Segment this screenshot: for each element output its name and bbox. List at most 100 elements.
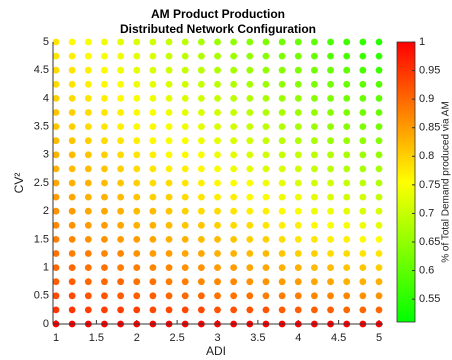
point bbox=[375, 278, 383, 286]
point bbox=[84, 278, 92, 286]
point bbox=[52, 151, 60, 159]
point bbox=[230, 179, 238, 187]
point bbox=[165, 95, 173, 102]
point bbox=[359, 306, 367, 314]
point bbox=[84, 306, 92, 314]
point bbox=[230, 221, 238, 229]
point bbox=[214, 236, 221, 243]
point bbox=[52, 109, 60, 116]
point bbox=[311, 306, 318, 314]
colorbar-tick-label: 0.8 bbox=[419, 150, 434, 162]
point bbox=[133, 292, 141, 300]
point bbox=[230, 292, 238, 300]
point bbox=[181, 221, 189, 229]
point bbox=[181, 80, 189, 88]
point bbox=[311, 123, 318, 130]
y-tick-label: 5 bbox=[43, 36, 49, 48]
point bbox=[359, 137, 367, 145]
point bbox=[165, 137, 173, 145]
point bbox=[359, 123, 367, 130]
y-tick-label: 4.5 bbox=[34, 64, 49, 76]
point bbox=[278, 109, 286, 116]
point bbox=[133, 80, 141, 88]
point bbox=[165, 52, 173, 60]
point bbox=[181, 236, 189, 243]
colorbar-label: % of Total Demand produced via AM bbox=[441, 101, 452, 263]
point bbox=[359, 165, 367, 173]
point bbox=[343, 236, 351, 243]
point bbox=[133, 250, 141, 257]
point bbox=[117, 292, 124, 300]
point bbox=[359, 66, 367, 74]
point bbox=[117, 179, 124, 187]
point bbox=[246, 66, 254, 74]
point bbox=[246, 221, 254, 229]
point bbox=[133, 165, 141, 173]
point bbox=[375, 207, 383, 215]
y-axis-label: CV² bbox=[12, 173, 26, 194]
point bbox=[230, 207, 238, 215]
point bbox=[197, 165, 205, 173]
point bbox=[101, 207, 108, 215]
point bbox=[68, 221, 76, 229]
point bbox=[375, 264, 383, 271]
point bbox=[117, 80, 124, 88]
point bbox=[294, 179, 302, 187]
point bbox=[133, 38, 141, 46]
point bbox=[262, 179, 270, 187]
point bbox=[230, 236, 238, 243]
point bbox=[197, 264, 205, 271]
chart-title: AM Product Production bbox=[151, 7, 285, 21]
point bbox=[246, 151, 254, 159]
point bbox=[84, 207, 92, 215]
point bbox=[165, 207, 173, 215]
x-tick-label: 3.5 bbox=[250, 332, 265, 344]
point bbox=[149, 52, 157, 60]
point bbox=[101, 52, 108, 60]
point bbox=[68, 95, 76, 102]
point bbox=[262, 52, 270, 60]
point bbox=[311, 264, 318, 271]
point bbox=[214, 52, 221, 60]
point bbox=[311, 236, 318, 243]
point bbox=[343, 250, 351, 257]
point bbox=[52, 52, 60, 60]
point bbox=[52, 38, 60, 46]
point bbox=[230, 306, 238, 314]
x-tick-label: 1 bbox=[53, 332, 59, 344]
point bbox=[230, 165, 238, 173]
point bbox=[101, 221, 108, 229]
point bbox=[149, 193, 157, 201]
point bbox=[52, 306, 60, 314]
point bbox=[101, 193, 108, 201]
point bbox=[149, 123, 157, 130]
point bbox=[327, 264, 334, 271]
point bbox=[311, 38, 318, 46]
point bbox=[327, 109, 334, 116]
point bbox=[133, 137, 141, 145]
point bbox=[375, 165, 383, 173]
y-tick-label: 0 bbox=[43, 318, 49, 330]
point bbox=[214, 179, 221, 187]
point bbox=[311, 165, 318, 173]
point bbox=[343, 151, 351, 159]
point bbox=[343, 38, 351, 46]
point bbox=[149, 66, 157, 74]
point bbox=[278, 264, 286, 271]
point bbox=[84, 250, 92, 257]
point bbox=[165, 80, 173, 88]
colorbar-tick-label: 0.9 bbox=[419, 93, 434, 105]
point bbox=[101, 292, 108, 300]
y-tick-label: 3 bbox=[43, 149, 49, 161]
point bbox=[214, 123, 221, 130]
colorbar-tick-label: 0.95 bbox=[419, 64, 440, 76]
point bbox=[197, 80, 205, 88]
point bbox=[149, 264, 157, 271]
point bbox=[197, 109, 205, 116]
point bbox=[117, 66, 124, 74]
point bbox=[343, 292, 351, 300]
point bbox=[165, 264, 173, 271]
point bbox=[294, 292, 302, 300]
point bbox=[262, 66, 270, 74]
point bbox=[359, 151, 367, 159]
